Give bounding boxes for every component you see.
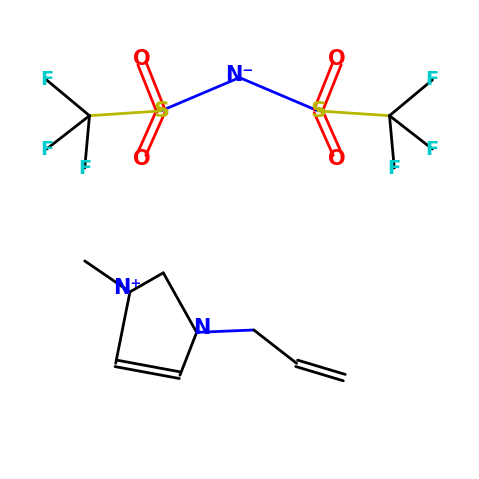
Text: F: F bbox=[40, 70, 53, 90]
Text: O: O bbox=[133, 148, 151, 169]
Text: S: S bbox=[310, 101, 326, 121]
Text: F: F bbox=[426, 70, 439, 90]
Text: O: O bbox=[328, 148, 346, 169]
Text: N⁺: N⁺ bbox=[114, 278, 142, 298]
Text: F: F bbox=[388, 159, 401, 178]
Text: N⁻: N⁻ bbox=[225, 65, 254, 85]
Text: O: O bbox=[328, 48, 346, 68]
Text: N: N bbox=[193, 318, 210, 338]
Text: F: F bbox=[40, 139, 53, 159]
Text: O: O bbox=[133, 48, 151, 68]
Text: F: F bbox=[78, 159, 91, 178]
Text: F: F bbox=[426, 139, 439, 159]
Text: S: S bbox=[153, 101, 169, 121]
